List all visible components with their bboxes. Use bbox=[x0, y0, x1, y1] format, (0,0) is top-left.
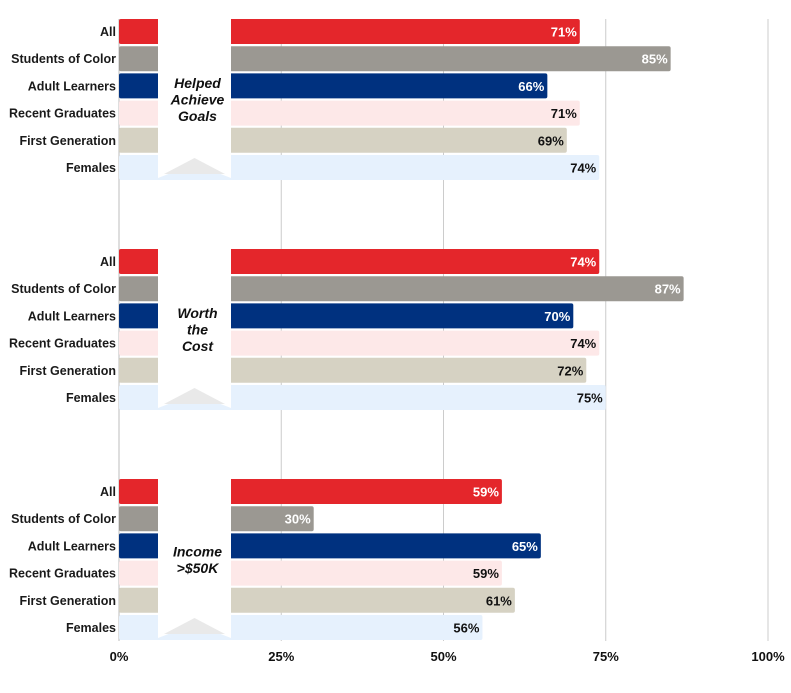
value-label: 30% bbox=[285, 512, 311, 527]
x-tick-label: 75% bbox=[593, 649, 619, 664]
bar-0-5 bbox=[119, 155, 600, 180]
x-tick-label: 25% bbox=[268, 649, 294, 664]
x-tick-label: 0% bbox=[110, 649, 129, 664]
value-label: 70% bbox=[544, 309, 570, 324]
category-label: Recent Graduates bbox=[9, 567, 116, 581]
group-label: Achieve bbox=[170, 92, 225, 108]
category-label: All bbox=[100, 485, 116, 499]
ribbon-notch-shade bbox=[164, 618, 225, 634]
bar-0-0 bbox=[119, 19, 580, 44]
category-label: Students of Color bbox=[11, 512, 116, 526]
bar-1-0 bbox=[119, 249, 600, 274]
value-label: 71% bbox=[551, 25, 577, 40]
category-label: All bbox=[100, 25, 116, 39]
x-tick-label: 50% bbox=[430, 649, 456, 664]
category-label: Students of Color bbox=[11, 282, 116, 296]
value-label: 74% bbox=[570, 255, 596, 270]
group-label: Goals bbox=[178, 108, 217, 124]
category-label: Recent Graduates bbox=[9, 107, 116, 121]
bar-1-5 bbox=[119, 385, 606, 410]
value-label: 59% bbox=[473, 566, 499, 581]
value-label: 56% bbox=[453, 621, 479, 636]
value-label: 74% bbox=[570, 336, 596, 351]
group-label: Income bbox=[173, 543, 222, 559]
group-label: Cost bbox=[182, 338, 214, 354]
value-label: 61% bbox=[486, 593, 512, 608]
bar-1-2 bbox=[119, 303, 574, 329]
value-label: 66% bbox=[518, 79, 544, 94]
category-label: First Generation bbox=[19, 134, 116, 148]
value-label: 65% bbox=[512, 539, 538, 554]
group-label: the bbox=[187, 322, 208, 338]
value-label: 72% bbox=[557, 363, 583, 378]
value-label: 59% bbox=[473, 485, 499, 500]
x-tick-label: 100% bbox=[751, 649, 785, 664]
group-label: >$50K bbox=[177, 560, 220, 576]
value-label: 75% bbox=[577, 391, 603, 406]
category-label: Adult Learners bbox=[28, 539, 116, 553]
category-label: Females bbox=[66, 391, 116, 405]
category-label: Adult Learners bbox=[28, 309, 116, 323]
group-ribbon bbox=[158, 479, 231, 638]
group-label: Worth bbox=[177, 305, 217, 321]
category-label: All bbox=[100, 255, 116, 269]
category-label: Females bbox=[66, 161, 116, 175]
value-label: 85% bbox=[642, 52, 668, 67]
value-label: 69% bbox=[538, 133, 564, 148]
group-ribbon bbox=[158, 19, 231, 178]
category-label: First Generation bbox=[19, 364, 116, 378]
bar-0-1 bbox=[119, 46, 671, 72]
value-label: 71% bbox=[551, 106, 577, 121]
bar-1-1 bbox=[119, 276, 684, 302]
ribbon-notch-shade bbox=[164, 388, 225, 404]
bar-0-3 bbox=[119, 100, 580, 126]
bar-1-4 bbox=[119, 357, 587, 383]
bar-1-3 bbox=[119, 330, 600, 356]
category-label: First Generation bbox=[19, 594, 116, 608]
category-label: Recent Graduates bbox=[9, 337, 116, 351]
category-label: Students of Color bbox=[11, 52, 116, 66]
group-ribbon bbox=[158, 249, 231, 408]
category-label: Adult Learners bbox=[28, 79, 116, 93]
category-label: Females bbox=[66, 621, 116, 635]
group-label: Helped bbox=[174, 75, 221, 91]
value-label: 87% bbox=[655, 282, 681, 297]
ribbon-notch-shade bbox=[164, 158, 225, 174]
value-label: 74% bbox=[570, 161, 596, 176]
